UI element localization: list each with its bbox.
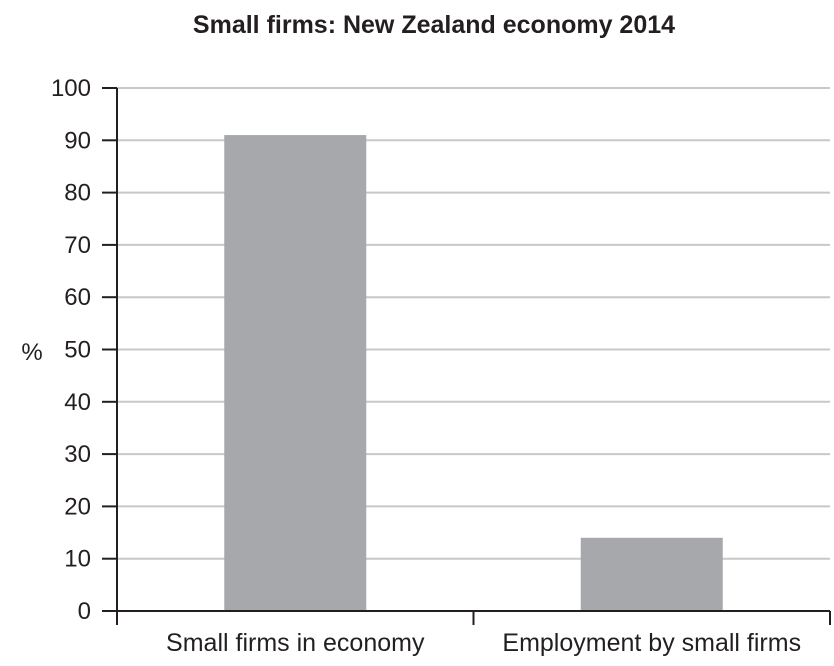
y-tick-label-80: 80: [64, 180, 91, 207]
y-tick-label-60: 60: [64, 284, 91, 311]
y-tick-label-30: 30: [64, 441, 91, 468]
axes: [102, 87, 831, 625]
x-category-labels: Small firms in economy Employment by smal…: [166, 629, 801, 657]
grid-lines: [117, 87, 830, 560]
bar-2: [580, 537, 723, 611]
y-tick-label-90: 90: [64, 127, 91, 154]
x-category-label-1: Small firms in economy: [166, 629, 425, 657]
y-tick-label-20: 20: [64, 493, 91, 520]
bars: [224, 135, 723, 611]
chart-title: Small firms: New Zealand economy 2014: [193, 11, 675, 39]
y-tick-label-70: 70: [64, 232, 91, 259]
y-tick-label-50: 50: [64, 337, 91, 364]
y-tick-label-10: 10: [64, 546, 91, 573]
y-tick-label-0: 0: [78, 598, 91, 625]
bar-1: [224, 135, 367, 611]
y-tick-labels: 0 10 20 30 40 50 60 70 80 90 100: [51, 75, 91, 625]
x-category-label-2: Employment by small firms: [502, 629, 801, 657]
y-axis-label: %: [21, 339, 42, 366]
y-tick-label-100: 100: [51, 75, 91, 102]
y-tick-label-40: 40: [64, 389, 91, 416]
